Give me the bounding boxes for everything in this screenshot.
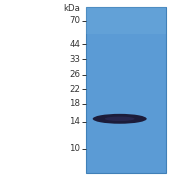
Ellipse shape <box>93 114 147 124</box>
Text: 26: 26 <box>69 70 80 79</box>
Text: 70: 70 <box>69 16 80 25</box>
Text: 33: 33 <box>69 55 80 64</box>
Bar <box>86 7 166 173</box>
Text: 18: 18 <box>69 99 80 108</box>
Text: 10: 10 <box>69 144 80 153</box>
Text: 22: 22 <box>69 85 80 94</box>
Text: 14: 14 <box>69 117 80 126</box>
Bar <box>86 7 166 34</box>
Ellipse shape <box>105 117 135 121</box>
Text: kDa: kDa <box>63 4 80 13</box>
Text: 44: 44 <box>69 40 80 49</box>
